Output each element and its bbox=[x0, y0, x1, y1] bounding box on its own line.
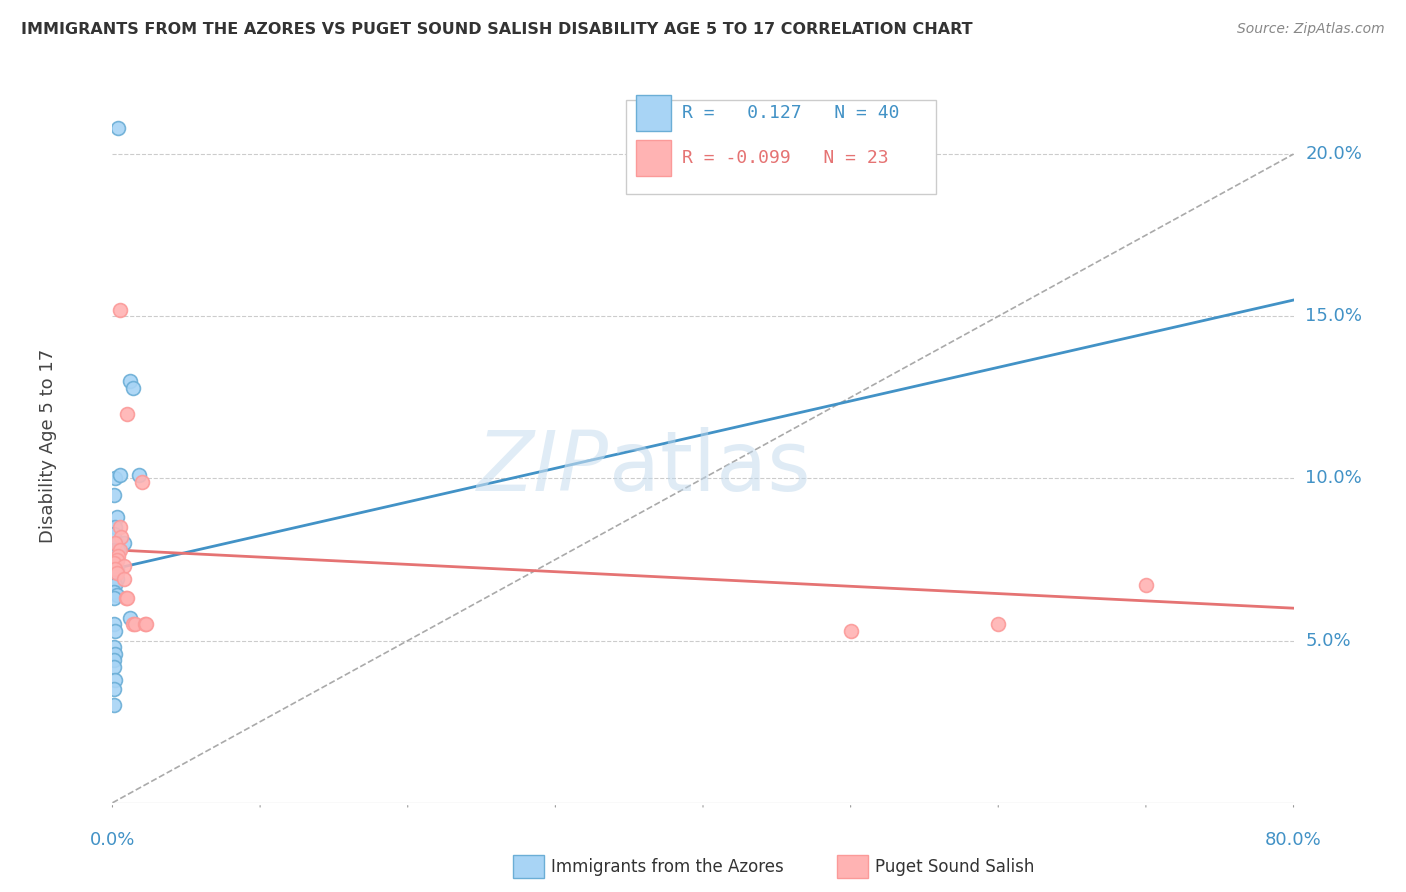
Point bbox=[104, 566, 127, 580]
Point bbox=[105, 572, 128, 586]
Point bbox=[107, 121, 129, 136]
Point bbox=[104, 559, 127, 574]
Point bbox=[107, 549, 129, 564]
Text: ZIP: ZIP bbox=[477, 427, 609, 508]
Point bbox=[105, 566, 128, 580]
Point bbox=[103, 568, 125, 582]
Point bbox=[105, 536, 128, 550]
Point bbox=[103, 698, 125, 713]
Text: IMMIGRANTS FROM THE AZORES VS PUGET SOUND SALISH DISABILITY AGE 5 TO 17 CORRELAT: IMMIGRANTS FROM THE AZORES VS PUGET SOUN… bbox=[21, 22, 973, 37]
Point bbox=[105, 552, 128, 566]
Text: Source: ZipAtlas.com: Source: ZipAtlas.com bbox=[1237, 22, 1385, 37]
Point bbox=[124, 617, 146, 632]
Point bbox=[103, 575, 125, 590]
Text: Puget Sound Salish: Puget Sound Salish bbox=[875, 858, 1033, 876]
Point bbox=[108, 302, 131, 317]
Point bbox=[105, 552, 128, 566]
Point bbox=[103, 640, 125, 654]
Text: R =   0.127   N = 40: R = 0.127 N = 40 bbox=[682, 104, 900, 122]
Point bbox=[120, 374, 142, 388]
Point bbox=[122, 381, 145, 395]
Point bbox=[103, 556, 125, 570]
Point bbox=[104, 647, 127, 661]
Text: 0.0%: 0.0% bbox=[90, 831, 135, 849]
Point bbox=[103, 653, 125, 667]
Point bbox=[120, 611, 142, 625]
Point bbox=[104, 673, 127, 687]
Point bbox=[104, 624, 127, 638]
Text: atlas: atlas bbox=[609, 427, 810, 508]
Text: 10.0%: 10.0% bbox=[1305, 469, 1362, 487]
Point bbox=[105, 562, 128, 576]
Point bbox=[839, 624, 862, 638]
Point bbox=[104, 536, 127, 550]
Point bbox=[128, 468, 150, 483]
Point bbox=[987, 617, 1010, 632]
Point bbox=[104, 471, 127, 485]
Point bbox=[105, 510, 128, 524]
Point bbox=[107, 542, 129, 557]
Point bbox=[103, 556, 125, 570]
Text: 5.0%: 5.0% bbox=[1305, 632, 1351, 649]
Point bbox=[131, 475, 153, 489]
Point bbox=[112, 559, 135, 574]
Point bbox=[114, 591, 136, 606]
Point bbox=[103, 488, 125, 502]
Point bbox=[103, 526, 125, 541]
Text: 20.0%: 20.0% bbox=[1305, 145, 1362, 163]
Point bbox=[103, 617, 125, 632]
Point bbox=[112, 536, 135, 550]
Text: 15.0%: 15.0% bbox=[1305, 307, 1362, 326]
Text: R = -0.099   N = 23: R = -0.099 N = 23 bbox=[682, 149, 889, 167]
Point bbox=[104, 520, 127, 534]
Point bbox=[135, 617, 157, 632]
Point bbox=[103, 682, 125, 697]
Point bbox=[122, 617, 145, 632]
Point bbox=[117, 591, 138, 606]
Point bbox=[112, 572, 135, 586]
Point bbox=[104, 568, 127, 582]
Point bbox=[103, 591, 125, 606]
Point bbox=[103, 585, 125, 599]
Point bbox=[110, 530, 132, 544]
Text: Immigrants from the Azores: Immigrants from the Azores bbox=[551, 858, 785, 876]
Text: 80.0%: 80.0% bbox=[1265, 831, 1322, 849]
Point bbox=[1135, 578, 1157, 592]
Text: Disability Age 5 to 17: Disability Age 5 to 17 bbox=[38, 349, 56, 543]
Point bbox=[104, 578, 127, 592]
Point bbox=[108, 520, 131, 534]
Point bbox=[104, 562, 127, 576]
Point bbox=[103, 562, 125, 576]
Point bbox=[108, 468, 131, 483]
Point bbox=[103, 659, 125, 673]
Point bbox=[117, 407, 138, 421]
Point bbox=[134, 617, 156, 632]
Point bbox=[103, 542, 125, 557]
Point bbox=[105, 588, 128, 602]
Point bbox=[104, 542, 127, 557]
Point bbox=[108, 542, 131, 557]
Point bbox=[103, 549, 125, 564]
